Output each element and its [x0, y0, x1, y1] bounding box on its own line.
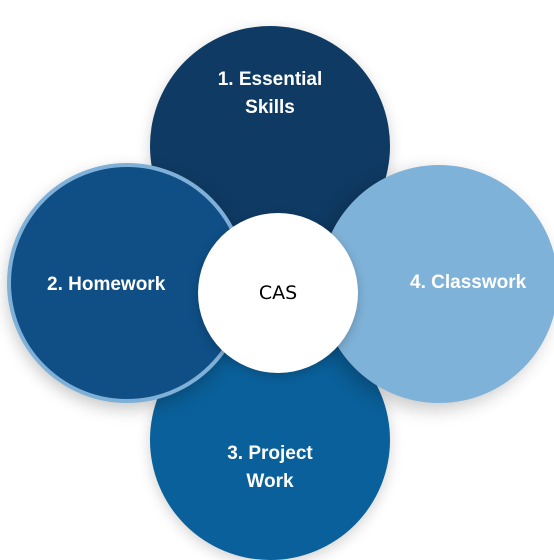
homework-label: 2. Homework [47, 274, 166, 295]
project-work-label: 3. Project Work [227, 443, 313, 492]
circle-homework: 2. Homework [7, 163, 247, 403]
classwork-label: 4. Classwork [410, 272, 527, 293]
circle-classwork: 4. Classwork [320, 165, 554, 403]
center-circle-cas: CAS [198, 213, 358, 373]
essential-skills-label: 1. Essential Skills [217, 69, 323, 118]
center-label: CAS [258, 282, 298, 304]
